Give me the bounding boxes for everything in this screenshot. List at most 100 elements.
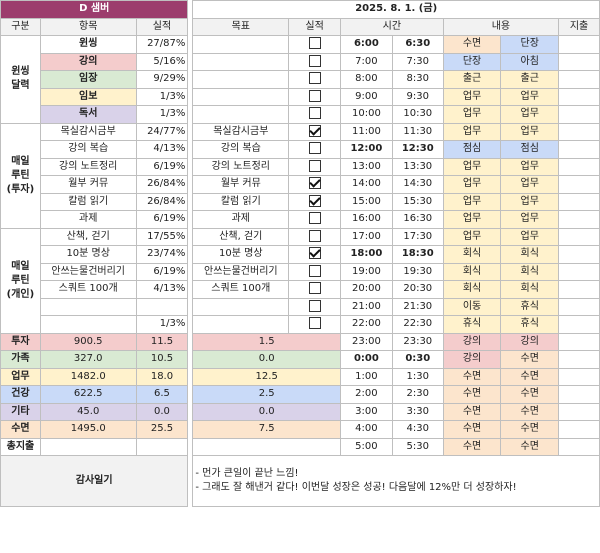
goal-cell[interactable] <box>192 105 290 124</box>
plan-cell[interactable]: 휴식 <box>442 315 502 334</box>
actual-cell[interactable]: 업무 <box>500 192 560 211</box>
checkbox-checked[interactable] <box>308 194 321 207</box>
plan-cell[interactable]: 수면 <box>442 35 502 54</box>
expense-cell[interactable] <box>558 262 600 281</box>
actual-cell[interactable]: 출근 <box>500 70 560 89</box>
expense-cell[interactable] <box>558 280 600 299</box>
plan-cell[interactable]: 강의 <box>442 350 502 369</box>
actual-cell[interactable]: 회식 <box>500 245 560 264</box>
actual-cell[interactable]: 업무 <box>500 105 560 124</box>
goal-cell[interactable]: 강의 복습 <box>192 140 290 159</box>
actual-cell[interactable]: 업무 <box>500 175 560 194</box>
checkbox[interactable] <box>308 142 321 155</box>
goal-cell[interactable]: 강의 노트정리 <box>192 157 290 176</box>
actual-cell[interactable]: 회식 <box>500 280 560 299</box>
plan-cell[interactable]: 업무 <box>442 122 502 141</box>
expense-cell[interactable] <box>558 245 600 264</box>
checkbox[interactable] <box>308 54 321 67</box>
actual-cell[interactable]: 단장 <box>500 35 560 54</box>
goal-cell[interactable] <box>192 87 290 106</box>
actual-cell[interactable]: 강의 <box>500 332 560 351</box>
plan-cell[interactable]: 업무 <box>442 227 502 246</box>
checkbox[interactable] <box>308 282 321 295</box>
checkbox-checked[interactable] <box>308 247 321 260</box>
actual-cell[interactable]: 휴식 <box>500 297 560 316</box>
goal-cell[interactable]: 칼럼 읽기 <box>192 192 290 211</box>
expense-cell[interactable] <box>558 52 600 71</box>
expense-cell[interactable] <box>558 402 600 421</box>
checkbox-checked[interactable] <box>308 177 321 190</box>
gratitude-text[interactable]: - 먼가 큰일이 끝난 느낌! - 그래도 잘 해낸거 같다! 이번달 성장은 성… <box>192 455 600 507</box>
plan-cell[interactable]: 출근 <box>442 70 502 89</box>
goal-cell[interactable]: 과제 <box>192 210 290 229</box>
goal-cell[interactable]: 안쓰는물건버리기 <box>192 262 290 281</box>
checkbox[interactable] <box>308 212 321 225</box>
actual-cell[interactable]: 업무 <box>500 87 560 106</box>
plan-cell[interactable]: 단장 <box>442 52 502 71</box>
expense-cell[interactable] <box>558 367 600 386</box>
goal-cell[interactable] <box>192 35 290 54</box>
checkbox[interactable] <box>308 159 321 172</box>
actual-cell[interactable]: 수면 <box>500 350 560 369</box>
actual-cell[interactable]: 수면 <box>500 402 560 421</box>
actual-cell[interactable]: 업무 <box>500 157 560 176</box>
expense-cell[interactable] <box>558 210 600 229</box>
expense-cell[interactable] <box>558 297 600 316</box>
expense-cell[interactable] <box>558 70 600 89</box>
expense-cell[interactable] <box>558 122 600 141</box>
checkbox[interactable] <box>308 264 321 277</box>
expense-cell[interactable] <box>558 437 600 456</box>
plan-cell[interactable]: 수면 <box>442 420 502 439</box>
plan-cell[interactable]: 수면 <box>442 367 502 386</box>
actual-cell[interactable]: 회식 <box>500 262 560 281</box>
goal-cell[interactable] <box>192 315 290 334</box>
expense-cell[interactable] <box>558 35 600 54</box>
plan-cell[interactable]: 업무 <box>442 210 502 229</box>
expense-cell[interactable] <box>558 105 600 124</box>
actual-cell[interactable]: 점심 <box>500 140 560 159</box>
plan-cell[interactable]: 수면 <box>442 385 502 404</box>
checkbox[interactable] <box>308 89 321 102</box>
actual-cell[interactable]: 업무 <box>500 210 560 229</box>
expense-cell[interactable] <box>558 87 600 106</box>
expense-cell[interactable] <box>558 192 600 211</box>
checkbox[interactable] <box>308 107 321 120</box>
goal-cell[interactable] <box>192 297 290 316</box>
plan-cell[interactable]: 업무 <box>442 192 502 211</box>
goal-cell[interactable]: 산책, 걷기 <box>192 227 290 246</box>
checkbox[interactable] <box>308 229 321 242</box>
expense-cell[interactable] <box>558 385 600 404</box>
actual-cell[interactable]: 수면 <box>500 437 560 456</box>
plan-cell[interactable]: 수면 <box>442 402 502 421</box>
plan-cell[interactable]: 업무 <box>442 87 502 106</box>
plan-cell[interactable]: 업무 <box>442 175 502 194</box>
actual-cell[interactable]: 아침 <box>500 52 560 71</box>
goal-cell[interactable] <box>192 52 290 71</box>
checkbox-checked[interactable] <box>308 124 321 137</box>
expense-cell[interactable] <box>558 350 600 369</box>
checkbox[interactable] <box>308 299 321 312</box>
expense-cell[interactable] <box>558 157 600 176</box>
goal-cell[interactable]: 목실감시금부 <box>192 122 290 141</box>
plan-cell[interactable]: 강의 <box>442 332 502 351</box>
actual-cell[interactable]: 휴식 <box>500 315 560 334</box>
expense-cell[interactable] <box>558 175 600 194</box>
plan-cell[interactable]: 업무 <box>442 157 502 176</box>
plan-cell[interactable]: 회식 <box>442 280 502 299</box>
actual-cell[interactable]: 수면 <box>500 385 560 404</box>
goal-cell[interactable]: 월부 커뮤 <box>192 175 290 194</box>
checkbox[interactable] <box>308 37 321 50</box>
plan-cell[interactable]: 업무 <box>442 105 502 124</box>
plan-cell[interactable]: 수면 <box>442 437 502 456</box>
plan-cell[interactable]: 회식 <box>442 262 502 281</box>
expense-cell[interactable] <box>558 315 600 334</box>
plan-cell[interactable]: 이동 <box>442 297 502 316</box>
goal-cell[interactable]: 10분 명상 <box>192 245 290 264</box>
actual-cell[interactable]: 업무 <box>500 227 560 246</box>
plan-cell[interactable]: 점심 <box>442 140 502 159</box>
expense-cell[interactable] <box>558 227 600 246</box>
plan-cell[interactable]: 회식 <box>442 245 502 264</box>
checkbox[interactable] <box>308 317 321 330</box>
checkbox[interactable] <box>308 72 321 85</box>
expense-cell[interactable] <box>558 140 600 159</box>
